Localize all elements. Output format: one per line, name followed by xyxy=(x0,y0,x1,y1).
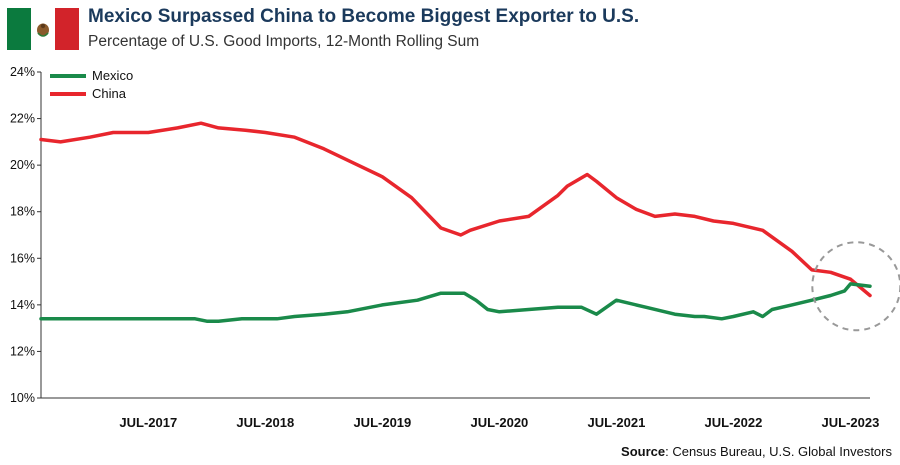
series-layer xyxy=(39,121,872,323)
annotation-layer xyxy=(811,241,900,332)
source-label: Source xyxy=(621,444,666,459)
chart-title: Mexico Surpassed China to Become Biggest… xyxy=(88,6,640,27)
y-tick-label: 22% xyxy=(10,112,35,126)
highlight-circle xyxy=(811,241,900,332)
y-tick-label: 18% xyxy=(10,205,35,219)
legend-label-china: China xyxy=(92,86,127,101)
y-tick-label: 24% xyxy=(10,65,35,79)
y-tick-label: 14% xyxy=(10,298,35,312)
source-note: Source: Census Bureau, U.S. Global Inves… xyxy=(621,444,892,459)
x-tick-label: JUL-2017 xyxy=(119,415,177,430)
legend-label-mexico: Mexico xyxy=(92,68,133,83)
y-tick-label: 16% xyxy=(10,251,35,265)
flag-emblem-icon xyxy=(37,23,49,37)
y-tick-label: 10% xyxy=(10,391,35,405)
flag-white-stripe xyxy=(31,8,55,50)
y-axis-ticks: 10% 12% 14% 16% 18% 20% 22% 24% xyxy=(10,65,41,405)
x-tick-label: JUL-2020 xyxy=(470,415,528,430)
x-tick-label: JUL-2023 xyxy=(822,415,880,430)
y-tick-label: 20% xyxy=(10,158,35,172)
series-line-china xyxy=(39,121,872,298)
chart-subtitle: Percentage of U.S. Good Imports, 12-Mont… xyxy=(88,33,480,50)
source-text: : Census Bureau, U.S. Global Investors xyxy=(665,444,892,459)
flag-red-stripe xyxy=(55,8,79,50)
x-tick-label: JUL-2022 xyxy=(705,415,763,430)
series-line-mexico xyxy=(39,282,872,323)
flag-green-stripe xyxy=(7,8,31,50)
x-axis-ticks: JUL-2017 JUL-2018 JUL-2019 JUL-2020 JUL-2021… xyxy=(119,415,879,430)
mexico-flag-icon xyxy=(7,8,79,50)
x-tick-label: JUL-2021 xyxy=(588,415,646,430)
legend: Mexico China xyxy=(50,68,133,101)
x-tick-label: JUL-2019 xyxy=(353,415,411,430)
y-tick-label: 12% xyxy=(10,344,35,358)
x-tick-label: JUL-2018 xyxy=(236,415,294,430)
